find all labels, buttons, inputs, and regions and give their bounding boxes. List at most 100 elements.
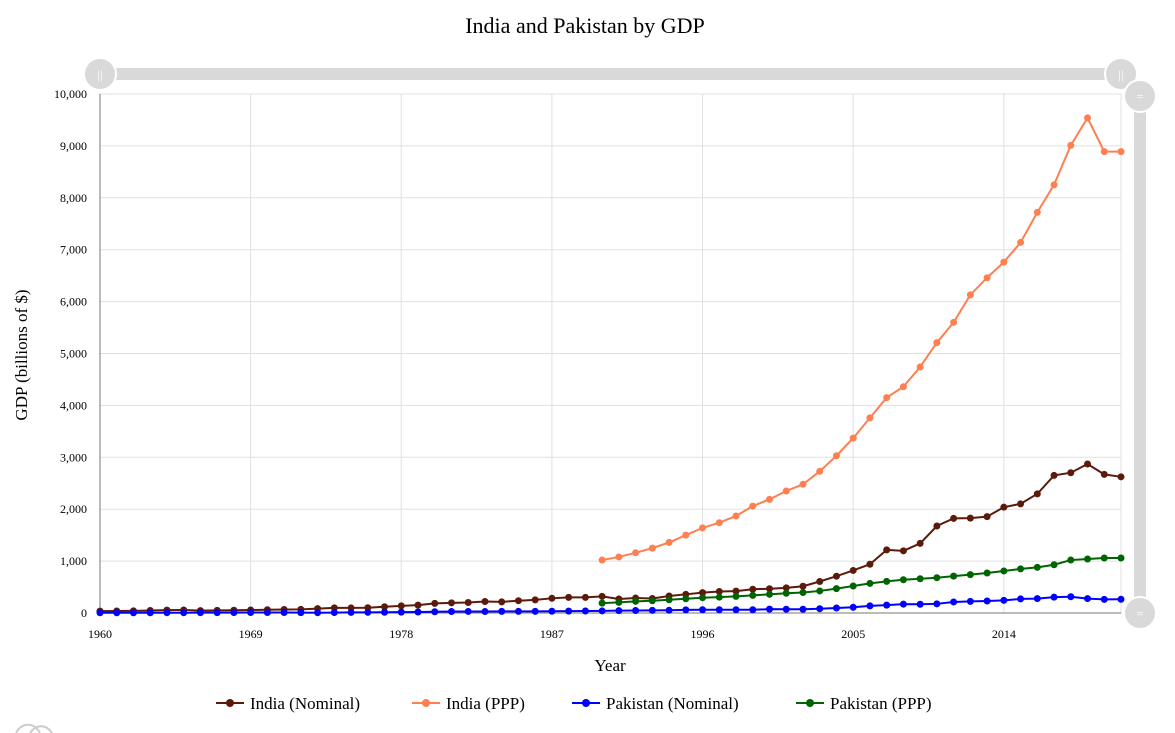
data-point-1[interactable] <box>598 556 606 564</box>
data-point-1[interactable] <box>916 363 924 371</box>
data-point-2[interactable] <box>866 602 874 610</box>
data-point-0[interactable] <box>715 587 723 595</box>
data-point-2[interactable] <box>782 605 790 613</box>
data-point-2[interactable] <box>1117 595 1125 603</box>
data-point-3[interactable] <box>1050 561 1058 569</box>
slider-right-handle[interactable] <box>1104 57 1138 91</box>
data-point-3[interactable] <box>598 599 606 607</box>
data-point-3[interactable] <box>699 594 707 602</box>
data-point-1[interactable] <box>816 467 824 475</box>
data-point-2[interactable] <box>715 606 723 614</box>
data-point-0[interactable] <box>782 584 790 592</box>
data-point-2[interactable] <box>1067 593 1075 601</box>
data-point-1[interactable] <box>632 549 640 557</box>
data-point-1[interactable] <box>1067 141 1075 149</box>
data-point-3[interactable] <box>732 592 740 600</box>
horizontal-slider-track[interactable] <box>100 68 1122 80</box>
data-point-2[interactable] <box>196 609 204 617</box>
data-point-2[interactable] <box>230 609 238 617</box>
data-point-0[interactable] <box>1033 490 1041 498</box>
data-point-2[interactable] <box>799 605 807 613</box>
data-point-2[interactable] <box>464 607 472 615</box>
data-point-0[interactable] <box>966 514 974 522</box>
data-point-3[interactable] <box>1117 554 1125 562</box>
data-point-0[interactable] <box>531 596 539 604</box>
data-point-0[interactable] <box>766 585 774 593</box>
data-point-0[interactable] <box>598 592 606 600</box>
data-point-0[interactable] <box>414 601 422 609</box>
data-point-3[interactable] <box>832 585 840 593</box>
data-point-2[interactable] <box>933 600 941 608</box>
data-point-0[interactable] <box>431 599 439 607</box>
data-point-2[interactable] <box>682 606 690 614</box>
data-point-2[interactable] <box>966 597 974 605</box>
data-point-3[interactable] <box>1017 565 1025 573</box>
data-point-0[interactable] <box>816 577 824 585</box>
data-point-3[interactable] <box>715 593 723 601</box>
data-point-0[interactable] <box>581 593 589 601</box>
data-point-3[interactable] <box>866 579 874 587</box>
legend-item-0[interactable]: India (Nominal) <box>216 694 360 713</box>
data-point-0[interactable] <box>732 587 740 595</box>
data-point-1[interactable] <box>1050 181 1058 189</box>
data-point-3[interactable] <box>916 575 924 583</box>
data-point-2[interactable] <box>531 607 539 615</box>
data-point-1[interactable] <box>699 524 707 532</box>
data-point-2[interactable] <box>146 609 154 617</box>
data-point-1[interactable] <box>648 544 656 552</box>
data-point-1[interactable] <box>615 553 623 561</box>
data-point-1[interactable] <box>682 531 690 539</box>
data-point-0[interactable] <box>1117 473 1125 481</box>
data-point-0[interactable] <box>699 589 707 597</box>
data-point-1[interactable] <box>732 512 740 520</box>
data-point-2[interactable] <box>330 609 338 617</box>
data-point-0[interactable] <box>464 598 472 606</box>
data-point-3[interactable] <box>1084 555 1092 563</box>
data-point-1[interactable] <box>1000 258 1008 266</box>
data-point-2[interactable] <box>883 601 891 609</box>
data-point-1[interactable] <box>782 487 790 495</box>
data-point-3[interactable] <box>682 595 690 603</box>
data-point-0[interactable] <box>1000 503 1008 511</box>
data-point-2[interactable] <box>832 604 840 612</box>
vertical-zoom-slider[interactable]: = = <box>1123 79 1157 630</box>
data-point-2[interactable] <box>297 609 305 617</box>
data-point-0[interactable] <box>565 593 573 601</box>
data-point-2[interactable] <box>447 608 455 616</box>
data-point-3[interactable] <box>1033 563 1041 571</box>
data-point-2[interactable] <box>565 607 573 615</box>
data-point-1[interactable] <box>665 538 673 546</box>
data-point-0[interactable] <box>916 539 924 547</box>
data-point-1[interactable] <box>966 291 974 299</box>
data-point-3[interactable] <box>966 571 974 579</box>
data-point-2[interactable] <box>1033 595 1041 603</box>
horizontal-zoom-slider[interactable]: || || <box>83 57 1138 91</box>
data-point-3[interactable] <box>983 569 991 577</box>
data-point-2[interactable] <box>950 598 958 606</box>
data-point-3[interactable] <box>749 591 757 599</box>
data-point-1[interactable] <box>933 339 941 347</box>
slider-bottom-handle[interactable] <box>1123 596 1157 630</box>
data-point-2[interactable] <box>849 603 857 611</box>
data-point-0[interactable] <box>548 594 556 602</box>
data-point-2[interactable] <box>414 608 422 616</box>
data-point-2[interactable] <box>129 609 137 617</box>
data-point-1[interactable] <box>766 495 774 503</box>
data-point-3[interactable] <box>615 598 623 606</box>
data-point-3[interactable] <box>648 597 656 605</box>
data-point-1[interactable] <box>983 274 991 282</box>
data-point-3[interactable] <box>950 572 958 580</box>
data-point-3[interactable] <box>816 587 824 595</box>
data-point-0[interactable] <box>1050 471 1058 479</box>
data-point-0[interactable] <box>749 585 757 593</box>
data-point-3[interactable] <box>899 576 907 584</box>
data-point-2[interactable] <box>632 607 640 615</box>
data-point-2[interactable] <box>263 608 271 616</box>
data-point-0[interactable] <box>1100 470 1108 478</box>
data-point-2[interactable] <box>381 608 389 616</box>
data-point-0[interactable] <box>866 560 874 568</box>
data-point-2[interactable] <box>96 609 104 617</box>
data-point-2[interactable] <box>498 607 506 615</box>
legend-item-3[interactable]: Pakistan (PPP) <box>796 694 932 713</box>
data-point-2[interactable] <box>1100 595 1108 603</box>
